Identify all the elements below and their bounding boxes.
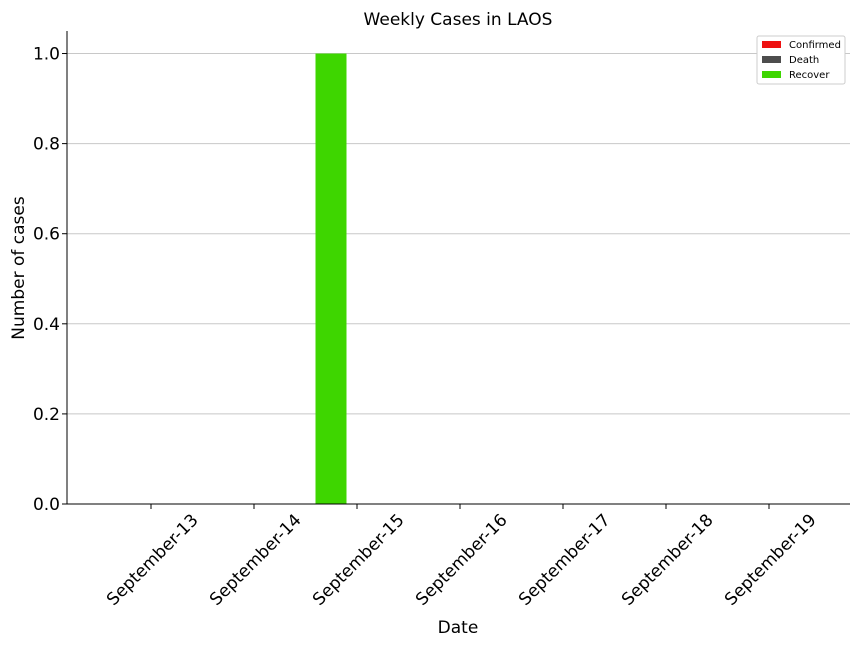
x-tick-label: September-18 xyxy=(618,510,717,609)
y-tick-label: 0.8 xyxy=(33,135,60,155)
x-tick-label: September-16 xyxy=(412,510,511,609)
legend-swatch-death xyxy=(762,56,781,63)
legend-swatch-confirmed xyxy=(762,41,781,48)
y-tick-label: 0.0 xyxy=(33,495,60,515)
x-tick-label: September-13 xyxy=(103,510,202,609)
legend-label-confirmed: Confirmed xyxy=(789,40,841,51)
y-tick-label: 0.2 xyxy=(33,405,60,425)
legend-label-death: Death xyxy=(789,55,819,66)
legend-swatch-recover xyxy=(762,71,781,78)
axes xyxy=(66,31,850,505)
x-tick-label: September-19 xyxy=(721,510,820,609)
gridlines xyxy=(67,53,850,415)
y-ticks: 0.0 0.2 0.4 0.6 0.8 1.0 xyxy=(33,45,67,515)
x-tick-label: September-14 xyxy=(206,510,305,609)
x-tick-label: September-17 xyxy=(515,510,614,609)
y-tick-label: 1.0 xyxy=(33,45,60,65)
x-axis-title: Date xyxy=(438,618,479,638)
bar-recover-september-15 xyxy=(315,53,347,505)
y-tick-label: 0.4 xyxy=(33,315,60,335)
x-ticks: September-13 September-14 September-15 Sept… xyxy=(103,504,821,610)
y-axis-title: Number of cases xyxy=(9,196,29,340)
bars xyxy=(315,53,347,505)
legend-label-recover: Recover xyxy=(789,70,830,81)
chart-title: Weekly Cases in LAOS xyxy=(364,10,553,30)
y-tick-label: 0.6 xyxy=(33,225,60,245)
legend: Confirmed Death Recover xyxy=(756,35,846,85)
x-tick-label: September-15 xyxy=(309,510,408,609)
